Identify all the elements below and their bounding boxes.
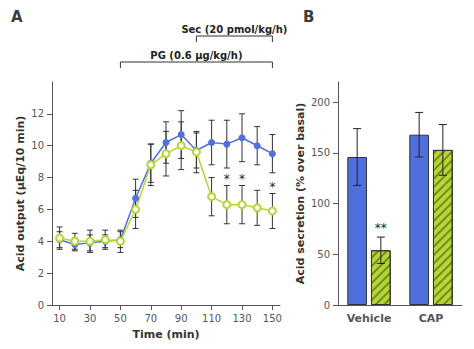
svg-text:150: 150 xyxy=(263,313,282,324)
svg-text:10: 10 xyxy=(53,313,66,324)
svg-text:200: 200 xyxy=(311,97,330,108)
svg-text:Time (min): Time (min) xyxy=(132,328,199,341)
svg-text:*: * xyxy=(224,172,230,186)
svg-text:100: 100 xyxy=(311,198,330,209)
svg-text:10: 10 xyxy=(31,140,44,151)
svg-text:30: 30 xyxy=(84,313,97,324)
svg-text:*: * xyxy=(269,180,275,194)
svg-text:110: 110 xyxy=(202,313,221,324)
svg-text:Vehicle: Vehicle xyxy=(347,312,392,325)
svg-text:50: 50 xyxy=(317,249,330,260)
svg-text:A: A xyxy=(11,8,23,26)
svg-text:B: B xyxy=(303,8,314,26)
svg-text:PG (0.6 μg/kg/h): PG (0.6 μg/kg/h) xyxy=(150,50,242,61)
svg-text:**: ** xyxy=(375,221,387,235)
svg-text:12: 12 xyxy=(31,108,44,119)
svg-text:90: 90 xyxy=(175,313,188,324)
svg-text:Acid output (μEq/10 min): Acid output (μEq/10 min) xyxy=(14,116,27,272)
svg-text:4: 4 xyxy=(38,236,44,247)
svg-text:150: 150 xyxy=(311,147,330,158)
svg-text:130: 130 xyxy=(232,313,251,324)
svg-text:Acid secretion (% over basal): Acid secretion (% over basal) xyxy=(294,103,307,285)
svg-text:Sec (20 pmol/kg/h): Sec (20 pmol/kg/h) xyxy=(181,24,287,35)
svg-text:CAP: CAP xyxy=(419,312,444,325)
svg-text:8: 8 xyxy=(38,172,44,183)
svg-text:0: 0 xyxy=(324,300,330,311)
svg-text:*: * xyxy=(239,172,245,186)
svg-text:70: 70 xyxy=(144,313,157,324)
svg-text:0: 0 xyxy=(38,300,44,311)
svg-text:6: 6 xyxy=(38,204,44,215)
svg-text:2: 2 xyxy=(38,268,44,279)
svg-text:50: 50 xyxy=(114,313,127,324)
